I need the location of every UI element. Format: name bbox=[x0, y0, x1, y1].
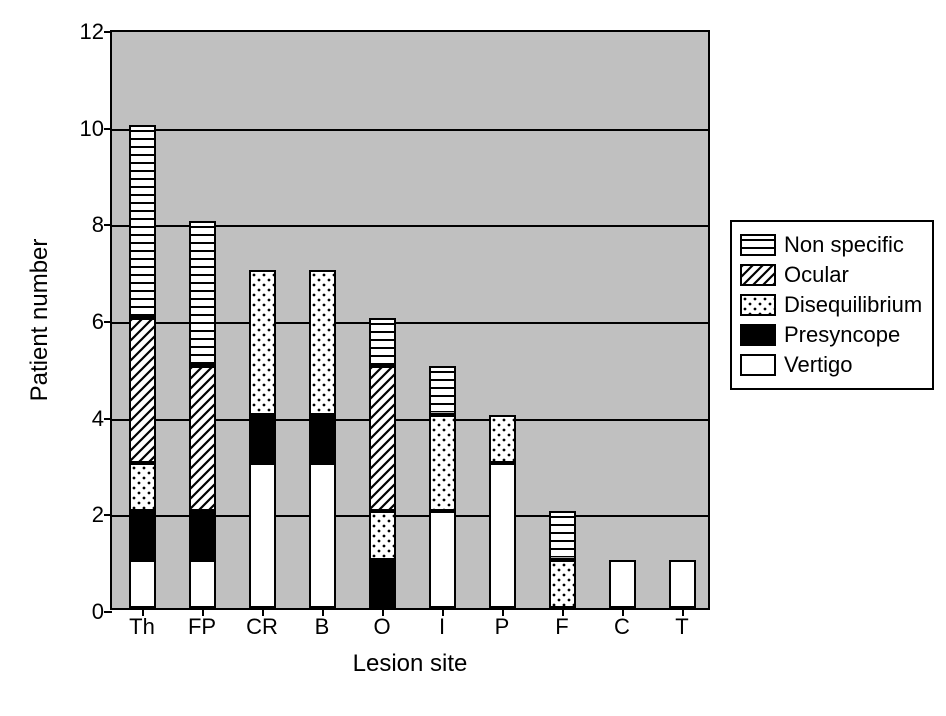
bar-segment-presyncope bbox=[249, 415, 276, 463]
bar-segment-disequilibrium bbox=[489, 415, 516, 463]
plot-area: 024681012ThFPCRBOIPFCT bbox=[110, 30, 710, 610]
legend-swatch bbox=[740, 324, 776, 346]
bar-segment-vertigo bbox=[249, 463, 276, 608]
y-tick-mark bbox=[104, 514, 112, 516]
bar-segment-presyncope bbox=[309, 415, 336, 463]
y-tick-mark bbox=[104, 128, 112, 130]
x-tick-label: CR bbox=[246, 614, 278, 640]
y-tick-mark bbox=[104, 321, 112, 323]
bar-segment-vertigo bbox=[429, 511, 456, 608]
legend-label: Disequilibrium bbox=[784, 292, 922, 318]
bar-segment-disequilibrium bbox=[129, 463, 156, 511]
x-tick-label: FP bbox=[188, 614, 216, 640]
legend-label: Non specific bbox=[784, 232, 904, 258]
legend-label: Ocular bbox=[784, 262, 849, 288]
bar-segment-non-specific bbox=[429, 366, 456, 414]
legend-swatch bbox=[740, 234, 776, 256]
bar-segment-non-specific bbox=[369, 318, 396, 366]
legend-label: Vertigo bbox=[784, 352, 853, 378]
bar-segment-non-specific bbox=[129, 125, 156, 318]
x-tick-label: I bbox=[439, 614, 445, 640]
bar-segment-vertigo bbox=[189, 560, 216, 608]
y-axis-label: Patient number bbox=[26, 239, 54, 402]
y-tick-mark bbox=[104, 418, 112, 420]
bar-segment-vertigo bbox=[609, 560, 636, 608]
x-tick-label: T bbox=[675, 614, 688, 640]
bar-segment-vertigo bbox=[489, 463, 516, 608]
stacked-bar-chart: Patient number 024681012ThFPCRBOIPFCT No… bbox=[20, 20, 926, 696]
x-tick-label: Th bbox=[129, 614, 155, 640]
legend-swatch bbox=[740, 294, 776, 316]
bar-segment-disequilibrium bbox=[369, 511, 396, 559]
x-tick-label: B bbox=[315, 614, 330, 640]
x-axis-label: Lesion site bbox=[353, 650, 468, 706]
legend-label: Presyncope bbox=[784, 322, 900, 348]
bar-segment-disequilibrium bbox=[429, 415, 456, 512]
y-tick-mark bbox=[104, 31, 112, 33]
x-tick-label: O bbox=[373, 614, 390, 640]
legend-swatch bbox=[740, 264, 776, 286]
legend-item: Ocular bbox=[740, 262, 922, 288]
legend-item: Vertigo bbox=[740, 352, 922, 378]
bar-segment-presyncope bbox=[129, 511, 156, 559]
y-tick-label: 6 bbox=[64, 309, 104, 335]
y-tick-label: 0 bbox=[64, 599, 104, 625]
y-tick-label: 10 bbox=[64, 116, 104, 142]
bar-segment-ocular bbox=[129, 318, 156, 463]
legend-swatch bbox=[740, 354, 776, 376]
bar-segment-disequilibrium bbox=[249, 270, 276, 415]
bar-segment-vertigo bbox=[129, 560, 156, 608]
grid-line bbox=[112, 129, 708, 131]
y-tick-mark bbox=[104, 224, 112, 226]
bar-segment-non-specific bbox=[549, 511, 576, 559]
y-tick-label: 12 bbox=[64, 19, 104, 45]
y-tick-label: 8 bbox=[64, 212, 104, 238]
legend-item: Disequilibrium bbox=[740, 292, 922, 318]
x-tick-label: P bbox=[495, 614, 510, 640]
legend-item: Non specific bbox=[740, 232, 922, 258]
y-tick-label: 4 bbox=[64, 406, 104, 432]
bar-segment-disequilibrium bbox=[309, 270, 336, 415]
bar-segment-vertigo bbox=[309, 463, 336, 608]
bar-segment-presyncope bbox=[189, 511, 216, 559]
y-tick-mark bbox=[104, 611, 112, 613]
legend-item: Presyncope bbox=[740, 322, 922, 348]
bar-segment-vertigo bbox=[669, 560, 696, 608]
x-tick-label: C bbox=[614, 614, 630, 640]
bar-segment-ocular bbox=[369, 366, 396, 511]
x-tick-label: F bbox=[555, 614, 568, 640]
bar-segment-presyncope bbox=[369, 560, 396, 608]
y-tick-label: 2 bbox=[64, 502, 104, 528]
bar-segment-non-specific bbox=[189, 221, 216, 366]
bar-segment-disequilibrium bbox=[549, 560, 576, 608]
bar-segment-ocular bbox=[189, 366, 216, 511]
legend: Non specific Ocular Disequilibrium Presynco… bbox=[730, 220, 934, 390]
